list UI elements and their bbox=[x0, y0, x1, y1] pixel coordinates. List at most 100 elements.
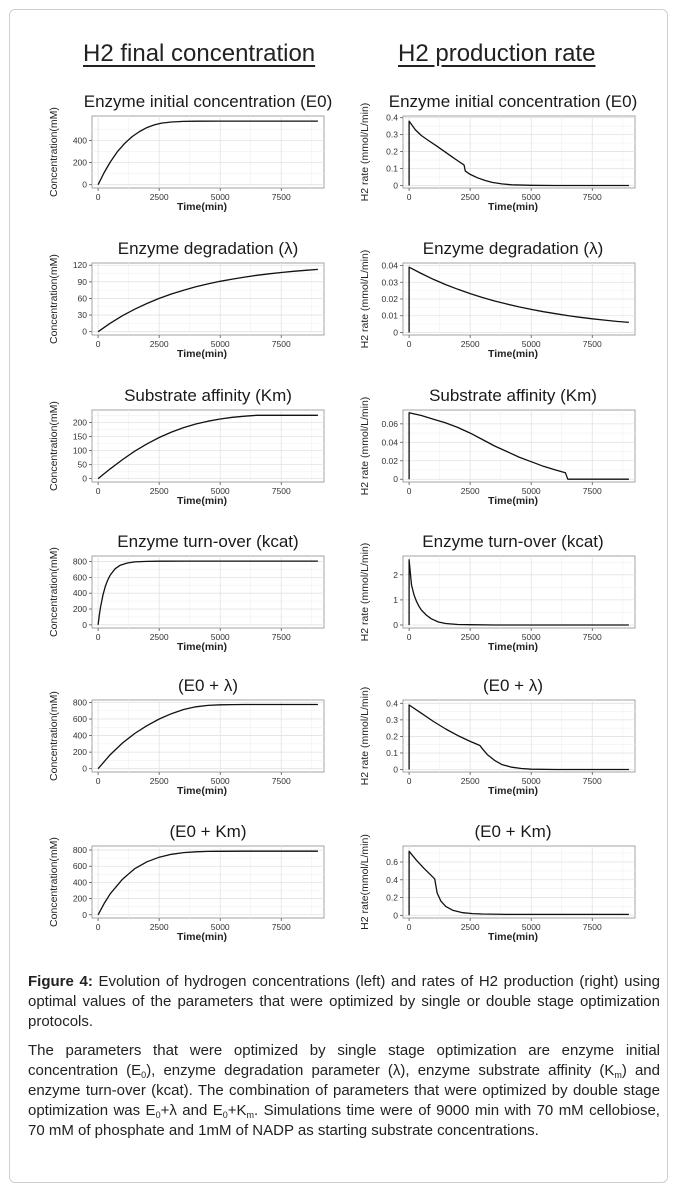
y-axis-label: H2 rate (mmol/L/min) bbox=[359, 543, 371, 642]
data-line bbox=[97, 414, 318, 480]
x-tick-label: 5000 bbox=[211, 339, 230, 349]
x-tick-label: 7500 bbox=[272, 339, 291, 349]
y-tick-label: 50 bbox=[78, 460, 88, 470]
plot-area bbox=[402, 115, 636, 189]
y-axis-label: Concentration(mM) bbox=[48, 547, 60, 637]
y-tick-label: 120 bbox=[73, 260, 87, 270]
chart-panel: 0 2500 5000 7500 0 0.1 0.2 0.3 0.4 (E0 + λ) Time(m… bbox=[359, 676, 636, 797]
x-tick-label: 5000 bbox=[211, 922, 230, 932]
y-tick-label: 0.06 bbox=[381, 419, 398, 429]
data-line bbox=[97, 850, 318, 916]
caption-subscript: 0 bbox=[222, 1110, 228, 1120]
x-axis-label: Time(min) bbox=[488, 931, 538, 943]
x-tick-label: 7500 bbox=[272, 922, 291, 932]
chart-title: (E0 + λ) bbox=[178, 676, 238, 695]
y-tick-label: 200 bbox=[73, 418, 87, 428]
x-tick-label: 5000 bbox=[522, 192, 541, 202]
y-tick-label: 0.4 bbox=[386, 875, 398, 885]
y-tick-label: 600 bbox=[73, 572, 87, 582]
y-tick-label: 0.04 bbox=[381, 261, 398, 271]
x-tick-label: 5000 bbox=[211, 486, 230, 496]
caption-subscript: 0 bbox=[155, 1110, 161, 1120]
x-tick-label: 7500 bbox=[272, 192, 291, 202]
y-axis-label: H2 rate (mmol/L/min) bbox=[359, 687, 371, 786]
chart-title: (E0 + λ) bbox=[483, 676, 543, 695]
caption-text: . Simulations time were of 9000 min with… bbox=[28, 1102, 660, 1139]
x-tick-label: 0 bbox=[407, 922, 412, 932]
y-axis-label: Concentration(mM) bbox=[48, 401, 60, 491]
plot-area bbox=[91, 262, 325, 336]
x-tick-label: 2500 bbox=[461, 192, 480, 202]
chart-title: Enzyme initial concentration (E0) bbox=[84, 92, 333, 111]
x-axis-label: Time(min) bbox=[488, 348, 538, 360]
x-axis-label: Time(min) bbox=[177, 931, 227, 943]
chart-panel: 0 2500 5000 7500 0 200 400 Enzyme initial conce… bbox=[48, 92, 332, 213]
x-tick-label: 0 bbox=[96, 192, 101, 202]
y-tick-label: 200 bbox=[73, 747, 87, 757]
y-tick-label: 600 bbox=[73, 714, 87, 724]
x-tick-label: 2500 bbox=[461, 339, 480, 349]
caption-subscript: m bbox=[246, 1110, 254, 1120]
x-tick-label: 0 bbox=[407, 632, 412, 642]
y-tick-label: 0 bbox=[82, 474, 87, 484]
data-line bbox=[408, 559, 629, 626]
y-axis-label: H2 rate(mmol/L/min) bbox=[359, 834, 371, 930]
y-tick-label: 200 bbox=[73, 604, 87, 614]
plot-area bbox=[91, 409, 325, 483]
x-tick-label: 0 bbox=[407, 339, 412, 349]
y-axis-label: H2 rate (mmol/L/min) bbox=[359, 103, 371, 202]
caption-text: The parameters that were optimized by si… bbox=[28, 1042, 660, 1079]
y-tick-label: 0.3 bbox=[386, 715, 398, 725]
x-tick-label: 7500 bbox=[272, 776, 291, 786]
y-tick-label: 100 bbox=[73, 446, 87, 456]
chart-panel: 0 2500 5000 7500 0 30 60 90 120 Enzyme degradatio… bbox=[48, 239, 325, 360]
x-axis-label: Time(min) bbox=[488, 641, 538, 653]
x-axis-label: Time(min) bbox=[488, 201, 538, 213]
x-tick-label: 7500 bbox=[583, 776, 602, 786]
data-line bbox=[408, 412, 629, 480]
y-tick-label: 0.01 bbox=[381, 311, 398, 321]
y-tick-label: 0 bbox=[82, 180, 87, 190]
x-tick-label: 7500 bbox=[583, 192, 602, 202]
x-tick-label: 2500 bbox=[150, 922, 169, 932]
data-line bbox=[408, 704, 629, 771]
x-tick-label: 5000 bbox=[522, 776, 541, 786]
caption-details: The parameters that were optimized by si… bbox=[28, 1041, 660, 1141]
x-axis-label: Time(min) bbox=[177, 641, 227, 653]
x-tick-label: 2500 bbox=[150, 776, 169, 786]
y-tick-label: 400 bbox=[73, 135, 87, 145]
y-tick-label: 0.2 bbox=[386, 731, 398, 741]
y-tick-label: 0 bbox=[82, 910, 87, 920]
chart-panel: 0 2500 5000 7500 0 200 400 600 800 Enzyme turn-ov… bbox=[48, 532, 325, 653]
y-tick-label: 0 bbox=[393, 474, 398, 484]
y-tick-label: 0.1 bbox=[386, 164, 398, 174]
y-tick-label: 0.3 bbox=[386, 130, 398, 140]
x-tick-label: 0 bbox=[96, 776, 101, 786]
x-tick-label: 0 bbox=[407, 776, 412, 786]
chart-title: Enzyme turn-over (kcat) bbox=[422, 532, 603, 551]
x-axis-label: Time(min) bbox=[488, 495, 538, 507]
caption-text: ) and enzyme turn-over (kcat). The combi… bbox=[28, 1062, 660, 1119]
plot-area bbox=[91, 555, 325, 629]
x-tick-label: 5000 bbox=[211, 192, 230, 202]
y-tick-label: 0.4 bbox=[386, 113, 398, 123]
y-axis-label: H2 rate (mmol/L/min) bbox=[359, 397, 371, 496]
chart-title: Enzyme turn-over (kcat) bbox=[117, 532, 298, 551]
chart-panel: 0 2500 5000 7500 0 200 400 600 800 (E0 + Km) Time(… bbox=[48, 822, 325, 943]
x-tick-label: 2500 bbox=[150, 339, 169, 349]
x-tick-label: 2500 bbox=[461, 632, 480, 642]
x-tick-label: 0 bbox=[407, 192, 412, 202]
x-tick-label: 5000 bbox=[211, 776, 230, 786]
x-tick-label: 0 bbox=[96, 632, 101, 642]
x-tick-label: 5000 bbox=[522, 486, 541, 496]
x-axis-label: Time(min) bbox=[177, 495, 227, 507]
data-line bbox=[97, 120, 318, 185]
x-tick-label: 2500 bbox=[150, 192, 169, 202]
data-line bbox=[97, 560, 318, 625]
plot-area bbox=[402, 699, 636, 773]
chart-panel: 0 2500 5000 7500 0 200 400 600 800 (E0 + λ) Time(m… bbox=[48, 676, 325, 797]
y-tick-label: 60 bbox=[78, 293, 88, 303]
y-axis-label: H2 rate (mmol/L/min) bbox=[359, 250, 371, 349]
chart-title: (E0 + Km) bbox=[170, 822, 247, 841]
caption-text: +K bbox=[227, 1102, 247, 1119]
